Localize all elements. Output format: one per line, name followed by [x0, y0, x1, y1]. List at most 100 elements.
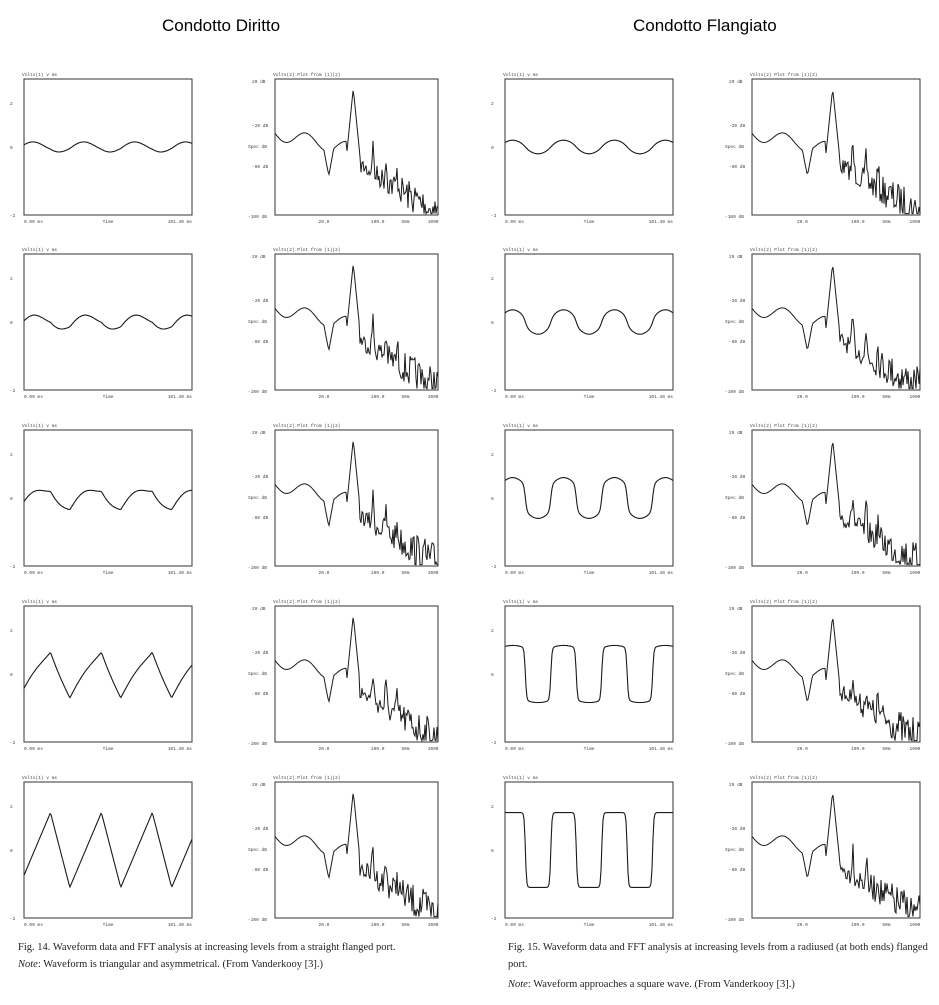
plot-fig14-row3-wave-ytick-bottom: -2 — [10, 564, 16, 570]
plot-fig15-row3-wave-frame — [504, 429, 674, 567]
plot-fig14-row4-wave-title: Volts(1) v ms — [22, 599, 57, 605]
plot-fig14-row3-fft-xtick-0: 20.0 — [318, 570, 329, 576]
plot-fig15-row3-wave-ytick-top: 2 — [491, 452, 494, 458]
plot-fig14-row4-fft-title: Volts(2) Plot from (1)(2) — [273, 599, 341, 605]
plot-fig15-row4-wave-ytick-bottom: -2 — [491, 740, 497, 746]
plot-fig15-row2-fft-title: Volts(2) Plot from (1)(2) — [750, 247, 818, 253]
plot-fig14-row4-wave-frame — [23, 605, 193, 743]
plot-fig15-row3-wave-title: Volts(1) v ms — [503, 423, 538, 429]
fig14-caption: Fig. 14. Waveform data and FFT analysis … — [18, 942, 396, 953]
plot-fig15-row1-fft-xtick-0: 20.0 — [797, 219, 808, 225]
plot-fig15-row5-wave-ytick-top: 2 — [491, 804, 494, 810]
plot-fig14-row5-fft-xtick-2: 50m — [401, 922, 409, 928]
plot-fig14-row5-wave-xtick-start: 0.00 ms — [24, 922, 43, 928]
plot-fig14-row4-fft-xtick-2: 50m — [401, 746, 409, 752]
plot-fig14-row5-fft-frame — [274, 781, 439, 919]
plot-fig15-row3-fft-title: Volts(2) Plot from (1)(2) — [750, 423, 818, 429]
plot-fig14-row1-wave-ytick-top: 2 — [10, 101, 13, 107]
plot-fig14-row3-fft-xtick-1: 100.0 — [371, 570, 385, 576]
plot-fig15-row1-wave-ytick-bottom: -2 — [491, 213, 497, 219]
fig14-note-text: : Waveform is triangular and asymmetrica… — [37, 959, 323, 970]
plot-fig14-row2-wave-ytick-mid: 0 — [10, 320, 13, 326]
plot-fig14-row3-wave-trace — [23, 489, 192, 511]
plot-fig14-row2-fft-spectrum — [274, 265, 439, 390]
plot-fig15-row1-fft-ytick-2: Spec dB — [725, 144, 744, 150]
plot-fig14-row5-wave-trace — [23, 811, 193, 889]
plot-fig14-row2-wave-trace — [23, 314, 193, 330]
plot-fig15-row1-fft-xtick-2: 50m — [882, 219, 890, 225]
plot-fig15-row5-wave-xtick-end: 101.40 ms — [649, 922, 674, 928]
plot-fig15-row5-fft-xtick-3: 1000 — [910, 922, 921, 928]
plot-fig15-row1-fft-title: Volts(2) Plot from (1)(2) — [750, 72, 818, 78]
plot-fig15-row2-fft-xtick-2: 50m — [882, 394, 890, 400]
plot-fig14-row1-wave-xtick-mid: Time — [103, 219, 114, 225]
plot-fig15-row1-fft-xtick-3: 1000 — [910, 219, 921, 225]
plot-fig15-row4-wave-xtick-end: 101.40 ms — [649, 746, 674, 752]
plot-fig14-row2-fft-ytick-0: 20 dB — [252, 254, 266, 260]
plot-fig14-row2-fft-ytick-2: Spec dB — [248, 319, 267, 325]
plot-fig14-row3-fft-ytick-3: -60 dB — [252, 515, 269, 521]
plot-fig15-row2-fft-xtick-1: 100.0 — [851, 394, 865, 400]
plot-fig14-row2-fft-xtick-0: 20.0 — [318, 394, 329, 400]
plot-fig15-row1-fft-spectrum — [751, 91, 921, 215]
plot-fig14-row2-wave-xtick-end: 101.40 ms — [168, 394, 193, 400]
plot-fig15-row3-wave-xtick-end: 101.40 ms — [649, 570, 674, 576]
plot-fig14-row5-fft-ytick-1: -20 dB — [252, 826, 269, 832]
plot-fig15-row4-fft-spectrum — [751, 618, 921, 742]
plot-fig15-row5-fft-frame — [751, 781, 921, 919]
plot-fig14-row2-fft-ytick-3: -60 dB — [252, 339, 269, 345]
plot-fig15-row2-fft-spectrum — [751, 266, 921, 390]
plot-fig14-row2-wave-xtick-mid: Time — [103, 394, 114, 400]
plot-fig15-row4-fft-xtick-1: 100.0 — [851, 746, 865, 752]
plot-fig15-row5-wave-xtick-mid: Time — [584, 922, 595, 928]
plot-fig14-row2-wave-frame — [23, 253, 193, 391]
plot-fig15-row4-fft-title: Volts(2) Plot from (1)(2) — [750, 599, 818, 605]
plot-fig15-row1-wave-xtick-mid: Time — [584, 219, 595, 225]
plot-fig14-row4-fft-frame — [274, 605, 439, 743]
plot-fig14-row1-fft-xtick-1: 100.0 — [371, 219, 385, 225]
plot-fig14-row1-fft-ytick-4: -100 dB — [248, 214, 267, 220]
plot-fig14-row2-wave-ytick-bottom: -2 — [10, 388, 16, 394]
plot-fig15-row4-fft-ytick-4: -100 dB — [725, 741, 744, 747]
plot-fig15-row2-fft-xtick-0: 20.0 — [797, 394, 808, 400]
plot-fig14-row1-fft-xtick-3: 1000 — [428, 219, 439, 225]
plot-fig14-row1-wave-frame — [23, 78, 193, 216]
plot-fig14-row4-wave-trace — [23, 651, 193, 699]
plot-fig14-row4-fft-ytick-1: -20 dB — [252, 650, 269, 656]
plot-fig15-row4-wave-trace — [504, 644, 674, 704]
plot-fig14-row5-wave-ytick-top: 2 — [10, 804, 13, 810]
fig15-note-label: Note — [508, 979, 528, 990]
plot-fig15-row5-wave-ytick-bottom: -2 — [491, 916, 497, 922]
plot-fig15-row5-fft-spectrum — [751, 794, 921, 918]
plot-fig14-row3-fft-spectrum — [274, 441, 438, 566]
fig14-note: Note: Waveform is triangular and asymmet… — [18, 956, 478, 973]
plot-fig15-row3-wave-xtick-start: 0.00 ms — [505, 570, 524, 576]
plot-fig14-row2-fft-xtick-1: 100.0 — [371, 394, 385, 400]
plot-fig14-row3-fft-frame — [274, 429, 439, 567]
plot-fig14-row2-fft-ytick-1: -20 dB — [252, 298, 269, 304]
plot-fig14-row3-wave-xtick-start: 0.00 ms — [24, 570, 43, 576]
plot-fig15-row3-wave-ytick-bottom: -2 — [491, 564, 497, 570]
plot-fig15-row2-wave-ytick-mid: 0 — [491, 320, 494, 326]
plot-fig15-row1-wave-xtick-end: 101.40 ms — [649, 219, 674, 225]
plot-fig15-row4-wave-xtick-start: 0.00 ms — [505, 746, 524, 752]
plot-fig14-row5-fft-ytick-2: Spec dB — [248, 847, 267, 853]
plot-fig15-row2-fft-frame — [751, 253, 921, 391]
plot-fig15-row4-fft-xtick-0: 20.0 — [797, 746, 808, 752]
plot-fig15-row1-fft-ytick-0: 20 dB — [729, 79, 743, 85]
plot-fig15-row5-fft-title: Volts(2) Plot from (1)(2) — [750, 775, 818, 781]
plot-fig14-row5-fft-xtick-3: 1000 — [428, 922, 439, 928]
plot-fig14-row1-wave-title: Volts(1) v ms — [22, 72, 57, 78]
plot-fig14-row1-fft-ytick-1: -20 dB — [252, 123, 269, 129]
plot-fig15-row2-wave-frame — [504, 253, 674, 391]
plot-fig15-row5-fft-ytick-3: -60 dB — [729, 867, 746, 873]
plot-fig14-row4-fft-spectrum — [274, 617, 439, 743]
plot-fig14-row4-wave-xtick-end: 101.40 ms — [168, 746, 193, 752]
plot-fig14-row2-fft-frame — [274, 253, 439, 391]
plot-fig15-row2-fft-ytick-3: -60 dB — [729, 339, 746, 345]
plot-fig14-row4-fft-ytick-4: -100 dB — [248, 741, 267, 747]
plot-fig14-row5-fft-ytick-0: 20 dB — [252, 782, 266, 788]
plot-fig15-row3-fft-frame — [751, 429, 921, 567]
plot-fig14-row2-wave-ytick-top: 2 — [10, 276, 13, 282]
